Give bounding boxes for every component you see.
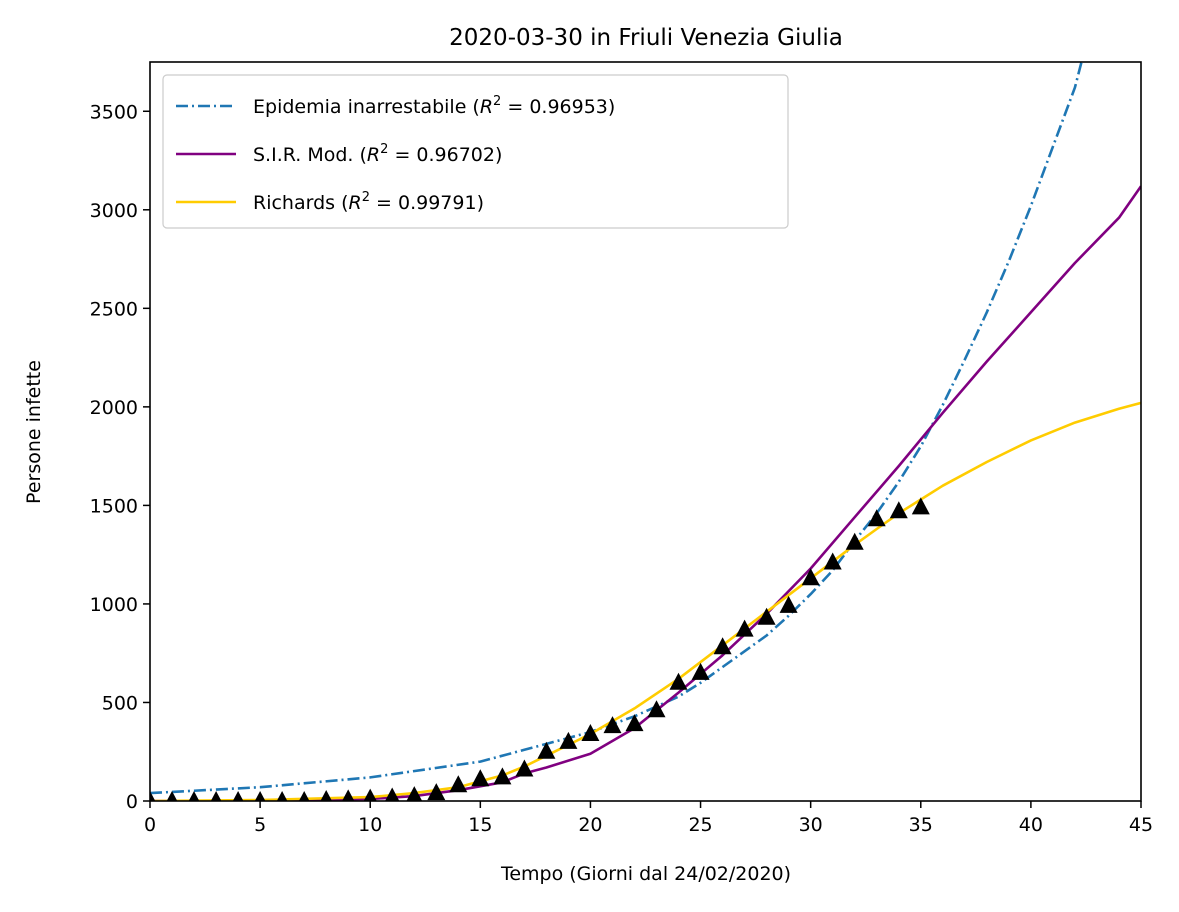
observed-point xyxy=(363,788,377,801)
y-tick-label: 1500 xyxy=(90,495,138,517)
y-tick-label: 0 xyxy=(126,791,138,813)
x-tick-label: 20 xyxy=(578,814,602,836)
observed-point xyxy=(779,595,798,613)
y-tick-label: 3000 xyxy=(90,200,138,222)
legend: Epidemia inarrestabile (R2 = 0.96953) S.I… xyxy=(162,74,789,229)
observed-point xyxy=(406,786,423,801)
observed-point xyxy=(757,607,776,625)
observed-point xyxy=(320,790,333,801)
observed-point xyxy=(188,791,200,801)
observed-point xyxy=(647,700,666,718)
observed-point xyxy=(166,791,178,801)
observed-point xyxy=(298,791,310,801)
y-tick-label: 1000 xyxy=(90,594,138,616)
x-tick-label: 35 xyxy=(909,814,933,836)
observed-point xyxy=(493,767,512,785)
observed-point xyxy=(385,787,400,801)
x-tick-label: 10 xyxy=(358,814,382,836)
y-axis-label: Persone infette xyxy=(23,360,45,504)
observed-point xyxy=(735,619,754,637)
plot-frame xyxy=(149,61,1142,802)
series-line-2 xyxy=(150,401,1141,801)
observed-point xyxy=(342,789,355,801)
legend-box xyxy=(162,74,789,229)
legend-label-1: S.I.R. Mod. (R2 = 0.96702) xyxy=(253,142,502,166)
observed-point xyxy=(150,791,156,801)
x-tick-label: 45 xyxy=(1129,814,1153,836)
x-tick-label: 25 xyxy=(688,814,712,836)
x-tick-label: 0 xyxy=(144,814,156,836)
series-line-1 xyxy=(150,185,1141,801)
observed-point xyxy=(427,783,446,801)
y-tick-label: 500 xyxy=(102,692,138,714)
observed-point xyxy=(823,552,842,570)
observed-point xyxy=(713,637,732,655)
observed-point xyxy=(845,532,864,550)
x-tick-label: 30 xyxy=(799,814,823,836)
series-line-0 xyxy=(150,62,1083,795)
observed-point xyxy=(559,731,578,749)
x-axis-label: Tempo (Giorni dal 24/02/2020) xyxy=(500,863,791,885)
x-tick-label: 5 xyxy=(254,814,266,836)
observed-point xyxy=(276,791,288,801)
observed-point xyxy=(210,791,222,801)
observed-point xyxy=(911,497,930,515)
observed-point xyxy=(537,741,556,759)
observed-point xyxy=(254,791,266,801)
y-tick-label: 2500 xyxy=(90,298,138,320)
observed-point xyxy=(471,769,490,787)
y-tick-label: 3500 xyxy=(90,101,138,123)
observed-point xyxy=(603,716,622,734)
observed-point xyxy=(691,662,710,680)
observed-point xyxy=(232,791,244,801)
plot-area xyxy=(150,62,1141,801)
observed-point xyxy=(581,724,600,741)
x-tick-label: 40 xyxy=(1019,814,1043,836)
observed-point xyxy=(889,501,908,519)
legend-label-2: Richards (R2 = 0.99791) xyxy=(253,190,484,214)
x-axis: 0 5 10 15 20 25 30 35 40 45 xyxy=(144,801,1153,836)
observed-point xyxy=(867,509,886,527)
observed-point xyxy=(801,568,820,586)
y-tick-label: 2000 xyxy=(90,397,138,419)
observed-point xyxy=(625,714,644,732)
x-tick-label: 15 xyxy=(468,814,492,836)
legend-label-0: Epidemia inarrestabile (R2 = 0.96953) xyxy=(253,94,615,118)
chart-title: 2020-03-30 in Friuli Venezia Giulia xyxy=(449,25,843,51)
observed-point xyxy=(449,775,468,793)
observed-point xyxy=(669,672,688,690)
observed-point xyxy=(515,759,534,777)
y-axis: 0 500 1000 1500 2000 2500 3000 3500 xyxy=(90,101,150,813)
